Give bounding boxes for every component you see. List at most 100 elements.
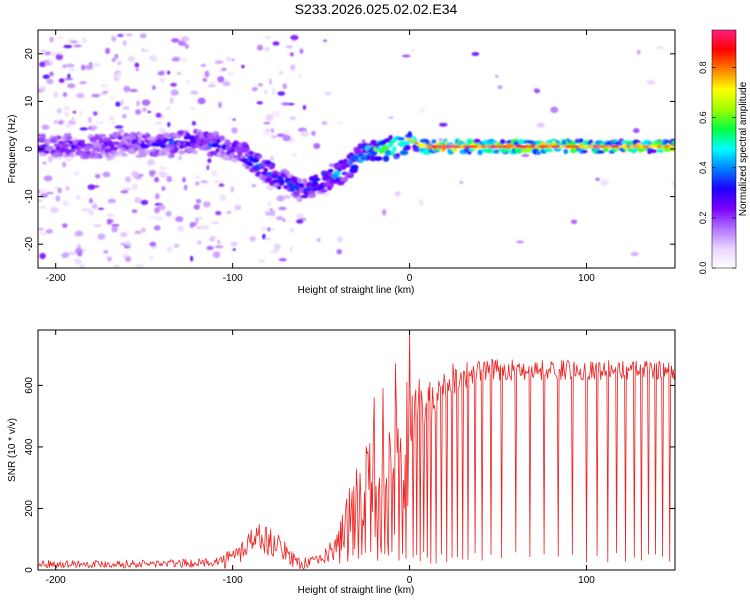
- ridge-mark: [431, 139, 437, 144]
- noise-mark: [129, 88, 138, 93]
- heatmap-y-tick-label: 20: [24, 48, 35, 60]
- noise-mark: [195, 217, 199, 224]
- ridge-mark: [477, 149, 483, 156]
- noise-mark: [39, 188, 47, 194]
- noise-mark: [84, 64, 94, 70]
- heatmap-y-tick-label: -20: [24, 237, 35, 252]
- ridge-mark: [292, 190, 300, 197]
- noise-mark: [106, 218, 112, 225]
- noise-mark: [283, 195, 291, 199]
- ridge-core-mark: [409, 140, 417, 143]
- noise-mark: [57, 187, 62, 194]
- noise-mark: [90, 125, 94, 132]
- noise-mark: [46, 78, 54, 85]
- noise-mark: [92, 124, 98, 130]
- ridge-mark: [193, 149, 198, 155]
- noise-mark: [87, 184, 96, 190]
- noise-mark: [120, 242, 127, 246]
- ridge-mark: [629, 147, 638, 153]
- noise-mark: [381, 209, 387, 216]
- snr-x-tick-label: 100: [578, 575, 595, 586]
- noise-mark: [115, 72, 123, 78]
- noise-mark: [158, 204, 166, 211]
- ridge-mark: [58, 147, 67, 153]
- noise-mark: [42, 74, 50, 80]
- ridge-mark: [194, 134, 200, 140]
- noise-mark: [209, 236, 215, 242]
- noise-mark: [116, 60, 123, 66]
- noise-mark: [159, 127, 166, 134]
- noise-mark: [108, 115, 115, 121]
- ridge-mark: [117, 135, 124, 141]
- noise-mark: [54, 186, 58, 190]
- ridge-mark: [130, 149, 135, 155]
- noise-mark: [91, 93, 100, 98]
- ridge-core-mark: [509, 145, 516, 149]
- ridge-mark: [65, 135, 73, 140]
- noise-mark: [322, 192, 331, 197]
- noise-mark: [270, 127, 274, 134]
- noise-mark: [65, 157, 72, 162]
- noise-mark: [234, 204, 242, 211]
- ridge-mark: [280, 180, 285, 184]
- noise-mark: [283, 129, 289, 136]
- noise-mark: [324, 91, 332, 96]
- noise-mark: [61, 253, 69, 259]
- noise-mark: [218, 183, 225, 187]
- noise-mark: [270, 155, 275, 162]
- noise-mark: [75, 195, 81, 200]
- noise-mark: [89, 210, 94, 216]
- noise-mark: [124, 256, 132, 262]
- noise-mark: [232, 118, 237, 121]
- noise-mark: [271, 227, 275, 231]
- colorbar-label: Normalized spectral amplitude: [738, 81, 749, 216]
- noise-mark: [176, 72, 182, 75]
- noise-mark: [171, 58, 180, 62]
- noise-mark: [95, 121, 104, 124]
- heatmap-y-tick-label: 0: [24, 146, 35, 152]
- noise-mark: [656, 46, 665, 49]
- noise-mark: [276, 133, 285, 137]
- ridge-mark: [602, 147, 610, 152]
- noise-mark: [196, 226, 202, 229]
- noise-mark: [39, 61, 47, 67]
- noise-mark: [269, 78, 272, 85]
- colorbar-tick-label: 0.6: [698, 111, 708, 124]
- colorbar-tick-label: 0.4: [698, 162, 708, 175]
- noise-mark: [147, 160, 154, 167]
- noise-mark: [167, 121, 171, 128]
- noise-mark: [189, 222, 197, 227]
- noise-mark: [282, 218, 286, 222]
- noise-mark: [62, 223, 68, 229]
- noise-mark: [289, 64, 296, 71]
- noise-mark: [154, 206, 160, 214]
- noise-mark: [401, 54, 411, 58]
- noise-mark: [636, 49, 641, 55]
- noise-mark: [71, 116, 75, 123]
- noise-mark: [38, 231, 46, 235]
- noise-mark: [258, 259, 266, 264]
- ridge-mark: [242, 146, 250, 151]
- noise-mark: [40, 193, 49, 198]
- noise-mark: [147, 110, 151, 114]
- noise-mark: [277, 91, 286, 96]
- noise-mark: [516, 240, 524, 244]
- noise-mark: [282, 134, 291, 142]
- noise-mark: [200, 180, 208, 184]
- noise-mark: [150, 56, 158, 62]
- ridge-mark: [473, 138, 481, 144]
- noise-mark: [256, 101, 263, 105]
- noise-mark: [57, 51, 63, 55]
- colorbar-tick-label: 0.2: [698, 212, 708, 225]
- noise-mark: [102, 171, 111, 178]
- noise-mark: [264, 46, 270, 52]
- noise-mark: [225, 57, 232, 62]
- noise-mark: [75, 230, 84, 237]
- noise-mark: [595, 177, 600, 181]
- noise-mark: [122, 106, 130, 110]
- noise-mark: [182, 177, 186, 183]
- ridge-core-mark: [530, 145, 537, 149]
- ridge-core-mark: [670, 145, 675, 148]
- ridge-mark: [545, 148, 553, 153]
- noise-mark: [65, 122, 73, 129]
